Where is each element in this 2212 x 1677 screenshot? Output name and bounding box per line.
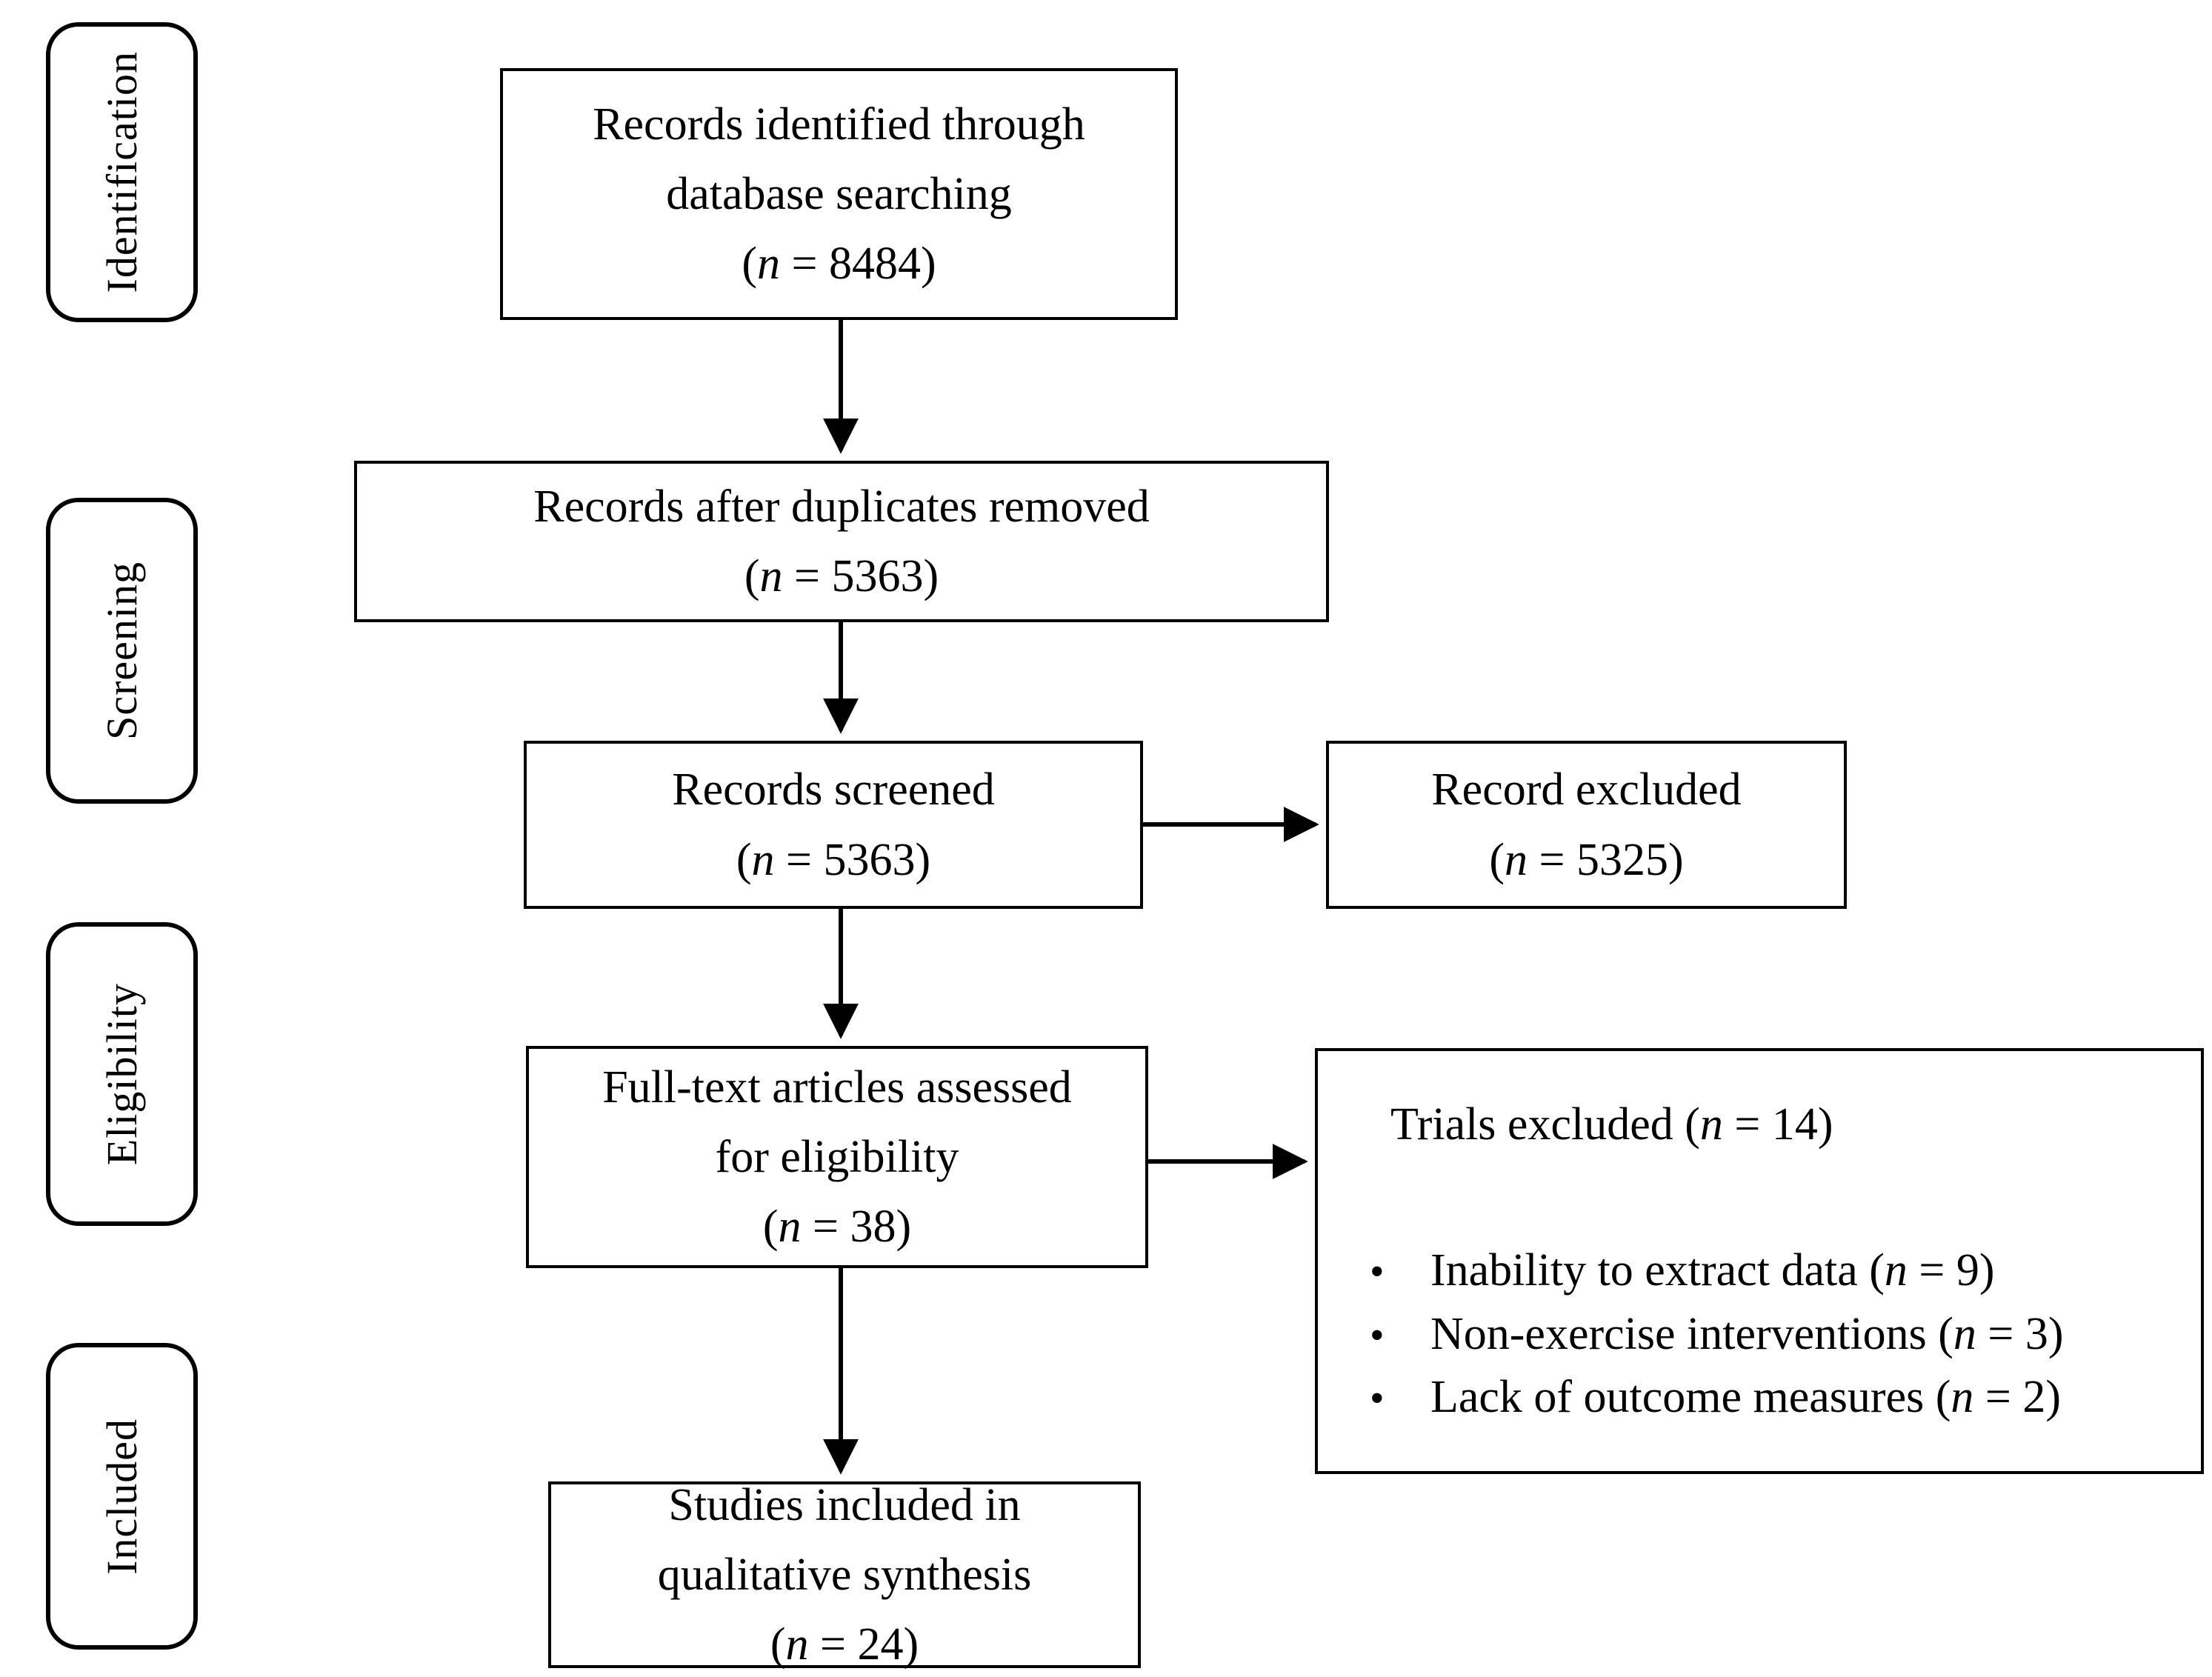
- box-text-line: (n = 38): [762, 1201, 912, 1253]
- bullet-icon: •: [1370, 1312, 1385, 1358]
- box-text-line: Records after duplicates removed: [533, 481, 1150, 532]
- box-text-line: (n = 5325): [1489, 834, 1684, 885]
- stage-label-included: Included: [98, 1418, 146, 1575]
- box-text-line: (n = 24): [770, 1619, 919, 1670]
- stage-pill-screening: Screening: [46, 498, 198, 804]
- box-text-line: (n = 5363): [736, 834, 931, 885]
- stage-label-identification: Identification: [98, 51, 146, 293]
- box-text-line: Full-text articles assessed: [602, 1061, 1072, 1113]
- stage-label-screening: Screening: [98, 561, 146, 740]
- stage-pill-identification: Identification: [46, 22, 198, 322]
- box-text-line: for eligibility: [715, 1131, 959, 1182]
- box-text-line: Records screened: [672, 764, 995, 816]
- box-text-line: Studies included in: [668, 1479, 1021, 1530]
- box-trials-excluded: Trials excluded (n = 14) • Inability to e…: [1315, 1048, 2204, 1474]
- box-text-line: database searching: [666, 168, 1012, 219]
- bullet-icon: •: [1370, 1249, 1385, 1296]
- exclusion-reason-text: Inability to extract data (n = 9): [1430, 1245, 1995, 1296]
- box-studies-included: Studies included in qualitative synthesis…: [548, 1480, 1141, 1670]
- exclusion-reason-item: • Lack of outcome measures (n = 2): [1370, 1366, 2063, 1430]
- box-records-screened: Records screened (n = 5363): [524, 741, 1143, 909]
- box-text-line: Records identified through: [593, 99, 1085, 150]
- box-text-line: (n = 5363): [744, 551, 939, 601]
- stage-pill-included: Included: [46, 1343, 198, 1650]
- exclusion-reason-text: Lack of outcome measures (n = 2): [1430, 1372, 2061, 1423]
- stage-label-eligibility: Eligibility: [98, 982, 146, 1166]
- box-text-line: Record excluded: [1431, 764, 1742, 816]
- box-records-after-duplicates: Records after duplicates removed (n = 536…: [354, 461, 1329, 622]
- exclusion-reasons-list: • Inability to extract data (n = 9) • Non-e…: [1370, 1239, 2063, 1430]
- exclusion-reason-item: • Inability to extract data (n = 9): [1370, 1239, 2063, 1303]
- exclusion-reason-text: Non-exercise interventions (n = 3): [1430, 1308, 2064, 1359]
- exclusion-reason-item: • Non-exercise interventions (n = 3): [1370, 1303, 2063, 1367]
- stage-pill-eligibility: Eligibility: [46, 922, 198, 1226]
- bullet-icon: •: [1370, 1376, 1385, 1422]
- box-text-line: qualitative synthesis: [657, 1549, 1032, 1600]
- trials-excluded-title: Trials excluded (n = 14): [1390, 1099, 1833, 1150]
- box-record-excluded: Record excluded (n = 5325): [1326, 741, 1847, 909]
- box-text-line: (n = 8484): [742, 239, 936, 290]
- box-records-identified: Records identified through database searc…: [500, 68, 1178, 320]
- box-fulltext-assessed: Full-text articles assessed for eligibili…: [526, 1046, 1148, 1268]
